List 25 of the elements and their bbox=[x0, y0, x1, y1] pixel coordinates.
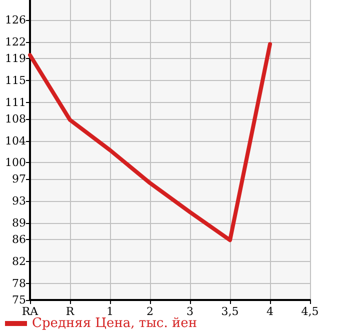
x-tick-label: 3,5 bbox=[221, 305, 239, 318]
x-tick-label: RA bbox=[22, 305, 40, 318]
y-tick-label: 108 bbox=[5, 112, 26, 126]
line-series bbox=[28, 42, 272, 242]
y-tick-label: 93 bbox=[12, 194, 26, 208]
x-tick-label: R bbox=[66, 305, 75, 318]
x-tick-label: 4,5 bbox=[301, 305, 319, 318]
y-tick-label: 82 bbox=[12, 255, 26, 268]
y-tick-label: 126 bbox=[5, 13, 26, 26]
y-tick-label: 78 bbox=[12, 277, 26, 290]
y-tick-label: 100 bbox=[5, 156, 26, 170]
y-tick-label: 97 bbox=[12, 172, 26, 186]
y-tick-label: 111 bbox=[5, 96, 26, 109]
y-tick-label: 86 bbox=[12, 233, 26, 246]
y-tick-label: 115 bbox=[5, 74, 26, 87]
x-tick-label: 4 bbox=[266, 305, 274, 318]
y-tick-label: 104 bbox=[5, 134, 26, 148]
y-tick-label: 75 bbox=[12, 294, 26, 306]
legend-label: Средняя Цена, тыс. йен bbox=[32, 316, 197, 331]
y-tick-label: 119 bbox=[5, 52, 26, 65]
x-tick-label: 2 bbox=[146, 305, 154, 318]
y-tick-label: 89 bbox=[12, 216, 26, 230]
y-tick-label: 122 bbox=[5, 35, 26, 48]
x-tick-label: 3 bbox=[186, 305, 194, 318]
x-tick-label: 1 bbox=[106, 305, 114, 318]
